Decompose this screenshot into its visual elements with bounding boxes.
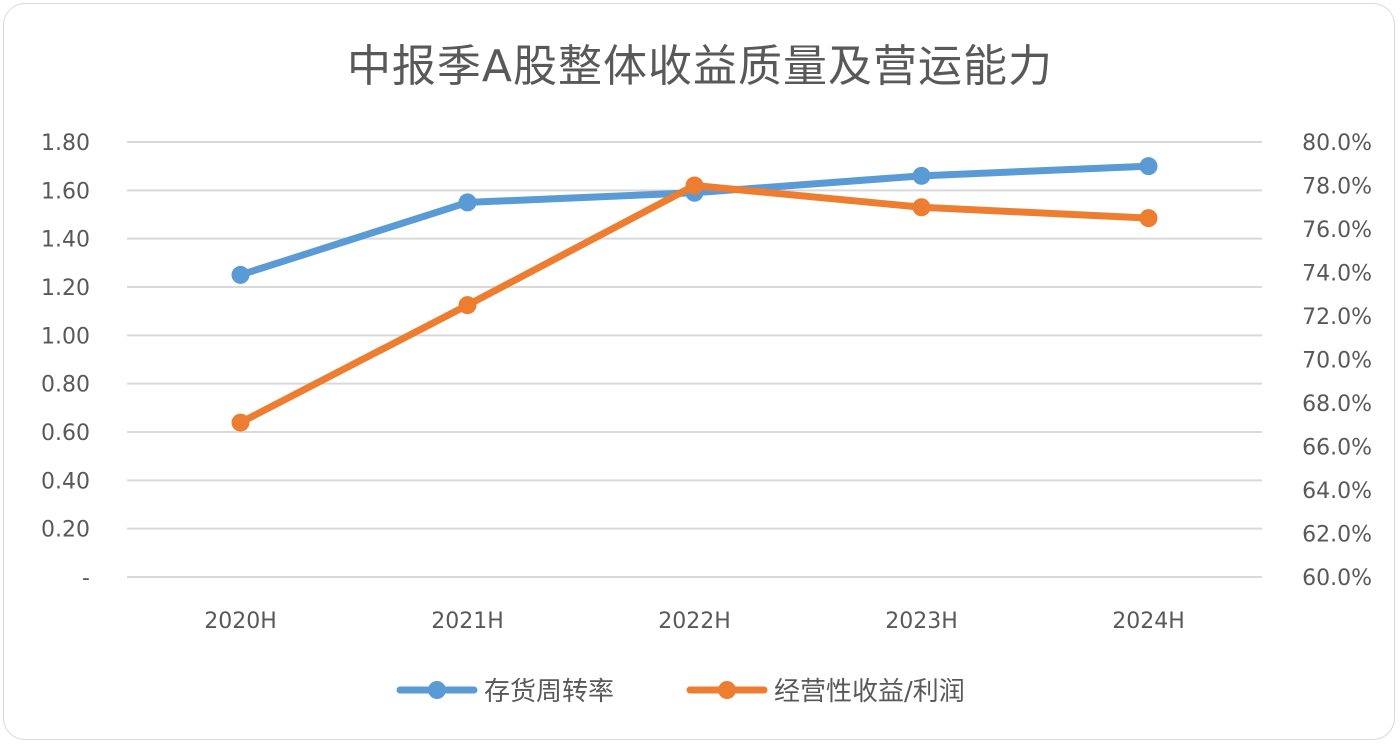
left-tick-label: 1.20 — [41, 276, 90, 301]
x-tick-label: 2020H — [204, 609, 277, 634]
legend-swatch-marker — [718, 681, 736, 699]
right-tick-label: 70.0% — [1302, 349, 1372, 374]
legend-label: 经营性收益/利润 — [774, 677, 965, 707]
series-point-0 — [458, 193, 477, 212]
series-layer — [231, 157, 1158, 432]
left-tick-label: 0.60 — [41, 421, 90, 446]
series-point-1 — [912, 198, 931, 217]
left-tick-label: 1.80 — [41, 131, 90, 156]
left-tick-label: 1.40 — [41, 228, 90, 253]
left-tick-label: 0.40 — [41, 469, 90, 494]
x-tick-label: 2021H — [431, 609, 504, 634]
chart-frame — [3, 3, 1395, 740]
legend-swatch-marker — [428, 681, 446, 699]
series-line-1 — [237, 182, 1152, 427]
right-tick-label: 64.0% — [1302, 479, 1372, 504]
series-point-1 — [231, 413, 250, 432]
chart-title: 中报季A股整体收益质量及营运能力 — [346, 41, 1054, 92]
x-tick-label: 2022H — [658, 609, 731, 634]
x-axis-ticks: 2020H 2021H 2022H 2023H 2024H — [204, 609, 1185, 634]
right-tick-label: 68.0% — [1302, 392, 1372, 417]
series-point-0 — [231, 265, 250, 284]
left-axis-ticks: - 0.20 0.40 0.60 0.80 1.00 1.20 1.40 1.60 1.80 — [41, 131, 90, 591]
left-tick-label: 0.20 — [41, 518, 90, 543]
right-tick-label: 76.0% — [1302, 218, 1372, 243]
x-tick-label: 2023H — [885, 609, 958, 634]
right-tick-label: 78.0% — [1302, 175, 1372, 200]
legend-label: 存货周转率 — [484, 677, 614, 707]
grid-lines — [127, 141, 1262, 578]
right-tick-label: 72.0% — [1302, 305, 1372, 330]
right-tick-label: 66.0% — [1302, 436, 1372, 461]
series-point-0 — [1139, 157, 1158, 176]
left-tick-label: 1.60 — [41, 179, 90, 204]
series-point-1 — [1139, 209, 1158, 228]
series-point-1 — [458, 296, 477, 315]
right-axis-ticks: 60.0% 62.0% 64.0% 66.0% 68.0% 70.0% 72.0% 74.0%… — [1302, 131, 1372, 591]
left-tick-label: 1.00 — [41, 324, 90, 349]
series-point-0 — [912, 166, 931, 185]
right-tick-label: 80.0% — [1302, 131, 1372, 156]
left-tick-label: 0.80 — [41, 373, 90, 398]
series-point-1 — [685, 176, 704, 195]
x-tick-label: 2024H — [1112, 609, 1185, 634]
right-tick-label: 62.0% — [1302, 523, 1372, 548]
legend: 存货周转率 经营性收益/利润 — [396, 677, 965, 707]
right-tick-label: 74.0% — [1302, 262, 1372, 287]
left-tick-label: - — [82, 566, 90, 591]
right-tick-label: 60.0% — [1302, 566, 1372, 591]
